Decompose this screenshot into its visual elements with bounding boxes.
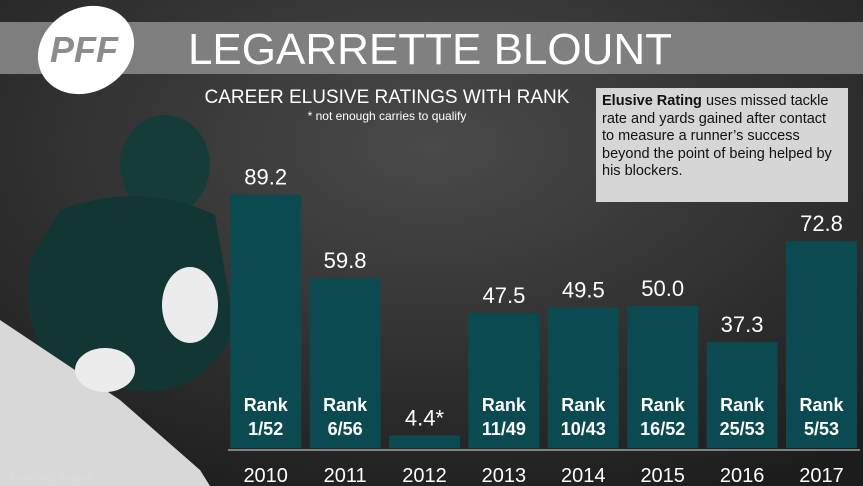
- x-tick-label: 2010: [243, 465, 288, 486]
- bar: [309, 278, 381, 448]
- rank-value: 5/53: [804, 419, 839, 439]
- bar: [389, 435, 460, 448]
- bar: [627, 306, 699, 448]
- x-tick-label: 2014: [561, 465, 606, 486]
- x-tick-label: 2015: [640, 465, 685, 486]
- value-label: 49.5: [562, 277, 605, 302]
- rank-value: 16/52: [640, 419, 685, 439]
- rank-value: 11/49: [482, 419, 526, 439]
- logo-ball: [37, 5, 135, 95]
- rank-value: 25/53: [720, 419, 765, 439]
- x-tick-label: 2017: [799, 465, 844, 486]
- rank-label: Rank: [641, 395, 686, 415]
- value-label: 72.8: [800, 211, 843, 236]
- note: * not enough carries to qualify: [308, 109, 467, 123]
- player-silhouette: [0, 115, 235, 486]
- value-label: 37.3: [721, 312, 764, 337]
- value-label: 47.5: [482, 283, 525, 308]
- x-tick-label: 2011: [324, 465, 367, 486]
- bar: [230, 194, 302, 448]
- value-label: 50.0: [641, 276, 684, 301]
- chart-title: LEGARRETTE BLOUNT: [188, 25, 672, 74]
- x-tick-label: 2012: [402, 465, 447, 486]
- x-tick-label: 2016: [720, 465, 765, 486]
- credit: Elsa/Getty Images: [10, 472, 92, 483]
- info-term: Elusive Rating: [602, 93, 702, 109]
- rank-label: Rank: [244, 395, 289, 415]
- value-label: 4.4*: [405, 406, 445, 431]
- logo: PFF: [50, 29, 119, 70]
- subtitle: CAREER ELUSIVE RATINGS WITH RANK: [205, 87, 570, 108]
- rank-label: Rank: [720, 395, 765, 415]
- bar: [547, 307, 619, 448]
- bar: [786, 241, 857, 448]
- rank-value: 1/52: [248, 419, 283, 439]
- info-text: uses missed tackle rate and yards gained…: [602, 93, 832, 179]
- rank-label: Rank: [799, 395, 844, 415]
- rank-label: Rank: [323, 395, 368, 415]
- value-label: 89.2: [244, 165, 287, 190]
- value-label: 59.8: [324, 248, 367, 273]
- rank-value: 6/56: [328, 419, 363, 439]
- rank-value: 10/43: [561, 419, 606, 439]
- rank-label: Rank: [482, 395, 527, 415]
- title-band: [0, 22, 863, 74]
- info-box: Elusive Rating uses missed tackle rate a…: [596, 88, 848, 202]
- rank-label: Rank: [561, 395, 606, 415]
- bar: [706, 342, 778, 448]
- x-tick-label: 2013: [482, 465, 527, 486]
- bar: [468, 313, 540, 448]
